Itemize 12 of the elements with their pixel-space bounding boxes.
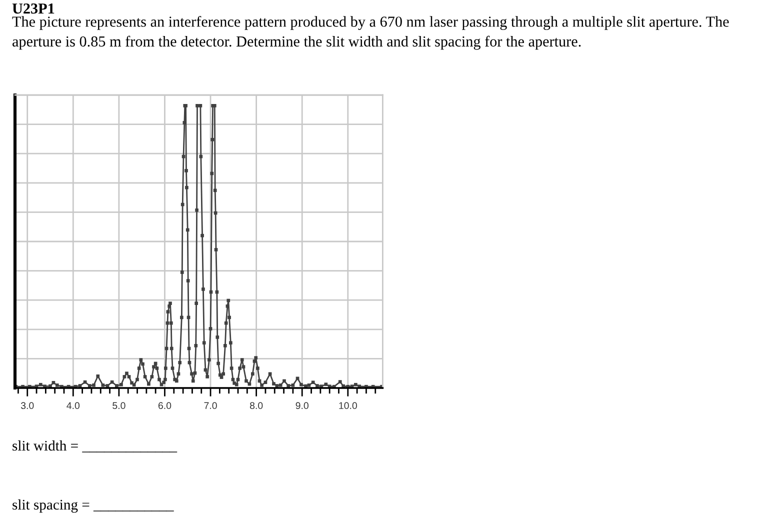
x-tick-label: 10.0: [339, 402, 357, 410]
x-tick-label: 7.0: [204, 402, 217, 410]
x-tick-label: 6.0: [158, 402, 172, 410]
text: slit width = _____________: [12, 440, 178, 452]
chart-subtitle: The picture represents an interference pattern produced by a 670 nm laser passing through a multiple slit aperture. The aperture is 0.85 m from the detector. Determine the slit width and slit spacing for the aperture.: [12, 16, 729, 50]
text: slit spacing = ___________: [12, 499, 174, 513]
x-tick-label: 5.0: [112, 402, 126, 410]
chart-title: U23P1: [12, 3, 54, 14]
x-tick-label: 8.0: [250, 402, 263, 410]
x-tick-label: 4.0: [66, 402, 80, 410]
x-tick-label: 9.0: [296, 402, 308, 410]
x-tick-label: 3.0: [20, 402, 34, 410]
